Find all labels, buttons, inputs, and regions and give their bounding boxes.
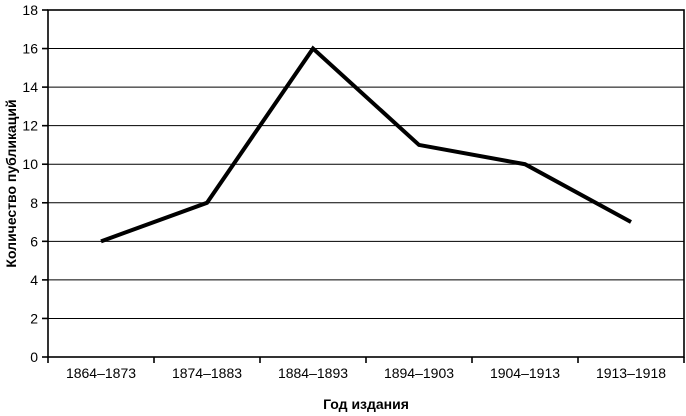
x-tick-label: 1904–1913	[490, 365, 560, 381]
y-axis-title: Количество публикаций	[3, 99, 19, 267]
y-tick-label: 10	[22, 156, 38, 172]
x-axis-title: Год издания	[323, 396, 409, 412]
y-tick-label: 14	[22, 79, 38, 95]
y-tick-label: 2	[30, 310, 38, 326]
y-tick-label: 0	[30, 349, 38, 365]
data-line-series	[100, 45, 632, 244]
y-tick-label: 8	[30, 195, 38, 211]
y-tick-label: 12	[22, 118, 38, 134]
x-tick-label: 1874–1883	[172, 365, 242, 381]
y-tick-label: 16	[22, 41, 38, 57]
y-tick-label: 18	[22, 2, 38, 18]
plot-border	[47, 9, 685, 358]
x-tick-label: 1894–1903	[384, 365, 454, 381]
x-tick-label: 1864–1873	[66, 365, 136, 381]
y-tick-label: 4	[30, 272, 38, 288]
x-tick-label: 1913–1918	[596, 365, 666, 381]
x-tick-label: 1884–1893	[278, 365, 348, 381]
y-tick-label: 6	[30, 233, 38, 249]
